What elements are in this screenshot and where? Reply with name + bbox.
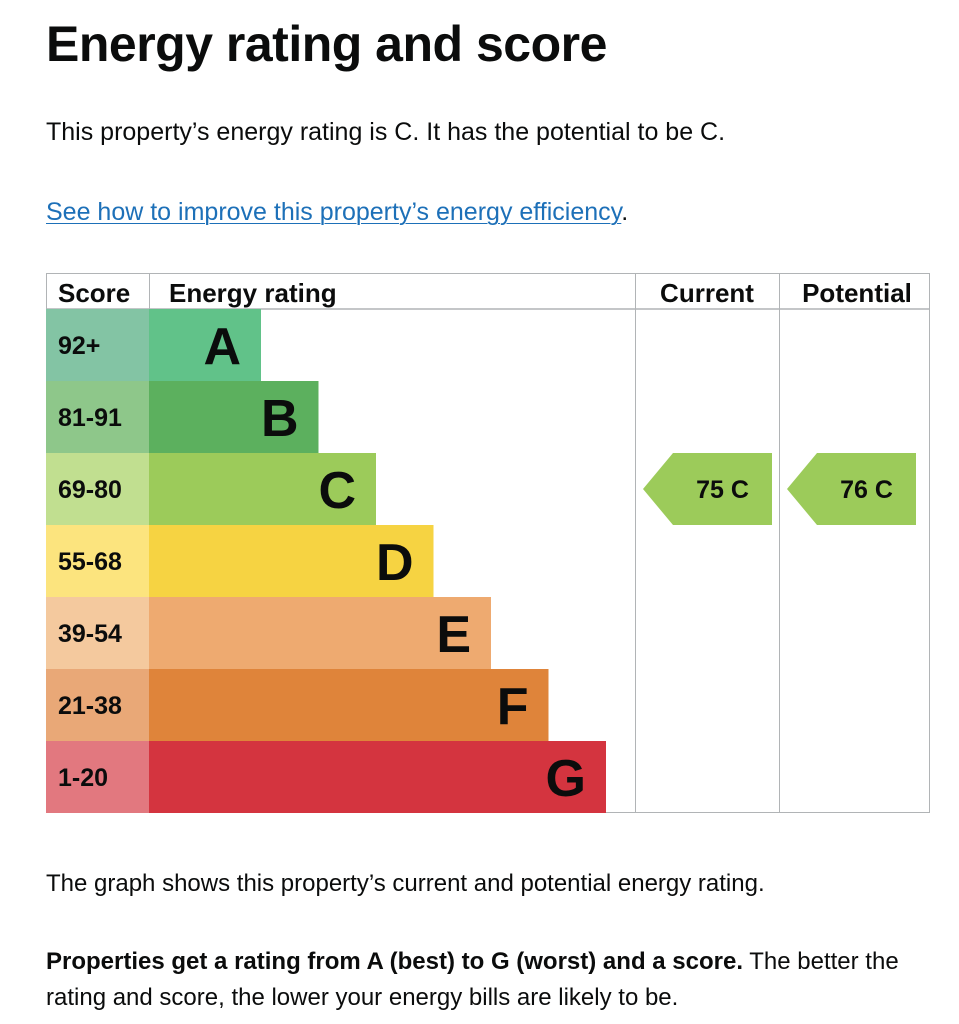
rating-bar-e — [149, 597, 491, 669]
energy-rating-chart: Score Energy rating Current Potential 92… — [46, 273, 930, 813]
rating-bar-a — [149, 309, 261, 381]
score-range-c: 69-80 — [58, 476, 122, 504]
improve-efficiency-link[interactable]: See how to improve this property’s energ… — [46, 198, 622, 226]
score-cell-a — [46, 309, 149, 381]
current-rating-label: 75 C — [696, 476, 749, 504]
score-cell-d — [46, 525, 149, 597]
header-potential: Potential — [802, 278, 912, 308]
potential-rating-arrow — [787, 453, 916, 525]
rating-letter-d: D — [376, 534, 414, 592]
header-current: Current — [660, 278, 754, 308]
rating-letter-c: C — [318, 462, 356, 520]
header-score: Score — [58, 278, 130, 308]
score-range-e: 39-54 — [58, 620, 122, 648]
current-rating-arrow — [643, 453, 772, 525]
rating-bar-b — [149, 381, 319, 453]
score-range-f: 21-38 — [58, 692, 122, 720]
rating-letter-b: B — [261, 390, 299, 448]
improve-link-line: See how to improve this property’s energ… — [46, 194, 628, 230]
rating-letter-e: E — [436, 606, 471, 664]
score-cell-f — [46, 669, 149, 741]
rating-bar-f — [149, 669, 549, 741]
score-cell-c — [46, 453, 149, 525]
score-range-g: 1-20 — [58, 764, 108, 792]
page-title: Energy rating and score — [46, 16, 607, 72]
rating-bar-d — [149, 525, 434, 597]
rating-bands: 92+ A 81-91 B 69-80 C 55-68 D 39-54 E 21-38 F 1-20 G — [46, 309, 606, 813]
rating-letter-a: A — [203, 318, 241, 376]
rating-bar-c — [149, 453, 376, 525]
score-cell-e — [46, 597, 149, 669]
potential-rating-label: 76 C — [840, 476, 893, 504]
rating-summary: Properties get a rating from A (best) to… — [46, 944, 936, 1016]
rating-intro: This property’s energy rating is C. It h… — [46, 118, 726, 146]
score-range-d: 55-68 — [58, 548, 122, 576]
score-range-b: 81-91 — [58, 404, 122, 432]
header-energy-rating: Energy rating — [169, 278, 337, 308]
rating-summary-text: The better the rating and score, the low… — [46, 948, 899, 1011]
link-suffix: . — [621, 198, 629, 226]
score-cell-b — [46, 381, 149, 453]
score-range-a: 92+ — [58, 332, 100, 360]
rating-letter-g: G — [546, 750, 586, 808]
rating-summary-bold: Properties get a rating from A (best) to… — [46, 948, 743, 975]
rating-bar-g — [149, 741, 606, 813]
rating-arrows: 75 C 76 C — [643, 453, 916, 525]
score-cell-g — [46, 741, 149, 813]
rating-letter-f: F — [497, 678, 529, 736]
chart-caption: The graph shows this property’s current … — [46, 870, 765, 897]
